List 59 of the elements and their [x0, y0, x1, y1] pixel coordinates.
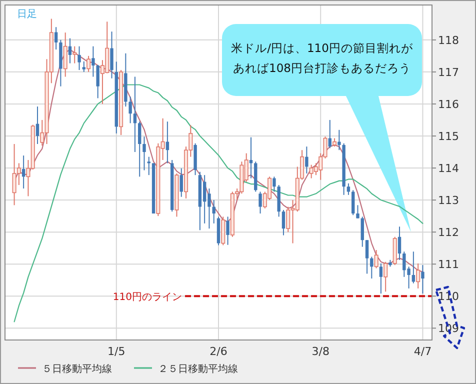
y-tick-label: 118 [438, 34, 459, 47]
candlestick [68, 38, 72, 64]
candlestick [138, 121, 142, 178]
x-tick-label: 2/6 [210, 345, 228, 358]
candlestick [360, 216, 364, 248]
candlestick [365, 240, 369, 274]
y-tick-label: 115 [438, 130, 459, 143]
candlestick [82, 60, 86, 72]
candlestick [142, 136, 146, 171]
callout: 米ドル/円は、110円の節目割れがあれば108円台打診もあるだろう [222, 24, 422, 232]
candlestick [416, 262, 420, 289]
candlestick [412, 251, 416, 284]
candlestick [398, 226, 402, 260]
x-tick-label: 3/8 [312, 345, 330, 358]
candlestick [221, 216, 226, 246]
candlestick [226, 216, 230, 246]
y-tick-label: 113 [438, 194, 459, 208]
candlestick [36, 106, 40, 144]
candlestick [384, 261, 388, 292]
chart-title: 日足 [17, 9, 37, 20]
candlestick [86, 55, 91, 72]
candlestick [166, 121, 170, 164]
candlestick [356, 204, 360, 219]
candlestick [180, 168, 183, 198]
x-tick-label: 1/5 [108, 345, 126, 358]
annotation: 米ドル/円は、110円の節目割れがあれば108円台打診もあるだろう [231, 41, 414, 75]
y-tick-label: 111 [438, 258, 459, 272]
candlestick [212, 200, 216, 224]
candlestick [147, 156, 150, 176]
candlestick [258, 191, 262, 214]
candlestick [96, 64, 100, 99]
legend-label: ２５日移動平均線 [158, 363, 238, 375]
candlestick [54, 26, 58, 50]
candlestick [78, 46, 81, 71]
y-tick-label: 117 [438, 66, 459, 79]
candlestick [370, 256, 374, 280]
candlestick [128, 96, 132, 124]
candlestick [272, 176, 276, 192]
candlestick [421, 264, 424, 294]
candlestick [282, 209, 286, 236]
candlestick [92, 46, 95, 78]
legend-label: ５日移動平均線 [42, 363, 112, 375]
candlestick [133, 76, 137, 153]
candlestick [352, 190, 355, 216]
candlestick [63, 32, 68, 78]
candlestick [22, 155, 26, 190]
candlestick [374, 250, 378, 269]
x-tick-label: 4/7 [414, 345, 432, 358]
candlestick [328, 119, 332, 149]
y-tick-label: 112 [438, 226, 459, 240]
candlestick [305, 146, 308, 174]
candlestick [110, 31, 114, 79]
y-tick-label: 114 [438, 162, 459, 176]
y-tick-label: 116 [438, 98, 459, 111]
candlestick [338, 129, 341, 151]
candlestick [379, 262, 383, 294]
line-series [14, 84, 424, 322]
candlestick [346, 182, 350, 196]
ref-line-label: 110円のライン [112, 292, 182, 304]
